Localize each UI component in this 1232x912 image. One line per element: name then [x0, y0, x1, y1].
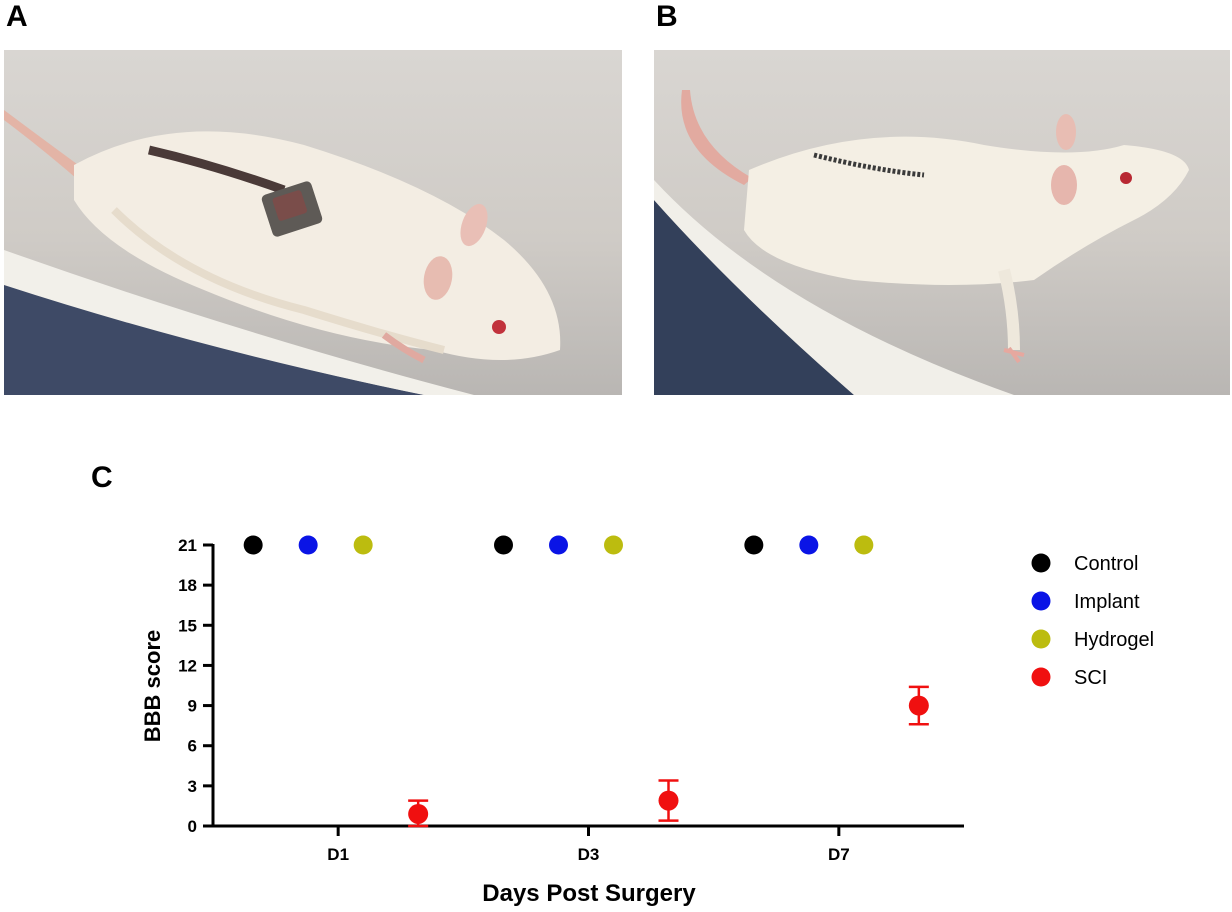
- data-point: [494, 535, 513, 555]
- legend-label: Implant: [1074, 591, 1140, 613]
- series-hydrogel: [353, 535, 874, 555]
- legend-label: Control: [1074, 553, 1138, 575]
- data-point: [243, 535, 263, 555]
- legend-item-hydrogel: Hydrogel: [1031, 629, 1154, 651]
- series-control: [243, 535, 764, 555]
- legend-label: SCI: [1074, 667, 1107, 689]
- y-tick-label: 12: [178, 656, 197, 675]
- data-point: [298, 535, 318, 555]
- rat-photo-recovered: [654, 50, 1230, 395]
- data-point: [744, 535, 764, 555]
- legend-marker: [1031, 591, 1051, 611]
- x-tick-label: D1: [327, 845, 349, 864]
- x-axis-label: Days Post Surgery: [482, 880, 696, 907]
- legend-marker: [1031, 553, 1051, 573]
- legend-item-sci: SCI: [1031, 667, 1107, 689]
- legend-item-control: Control: [1031, 553, 1138, 575]
- data-points: [243, 535, 929, 828]
- y-tick-label: 0: [188, 817, 197, 836]
- legend-marker: [1031, 667, 1051, 687]
- data-point: [604, 535, 623, 555]
- y-tick-label: 15: [178, 616, 197, 635]
- legend-label: Hydrogel: [1074, 629, 1154, 651]
- y-axis-label: BBB score: [140, 630, 165, 742]
- series-sci: [408, 685, 929, 828]
- y-axis-ticks: 0 3 6 9 12 15 18 21: [178, 536, 213, 836]
- panel-label-a: A: [6, 0, 28, 33]
- series-implant: [298, 535, 819, 555]
- x-tick-label: D3: [578, 845, 600, 864]
- chart-axes: [211, 544, 964, 828]
- data-point: [854, 535, 874, 555]
- rat-photo-implant: [4, 50, 622, 395]
- panel-label-c: C: [91, 461, 113, 494]
- data-point: [658, 790, 679, 811]
- x-tick-label: D7: [828, 845, 850, 864]
- x-axis-ticks: D1 D3 D7: [327, 826, 850, 864]
- y-tick-label: 3: [188, 777, 197, 796]
- legend-item-implant: Implant: [1031, 591, 1140, 613]
- data-point: [799, 535, 819, 555]
- y-tick-label: 18: [178, 576, 197, 595]
- data-point: [408, 803, 429, 824]
- y-tick-label: 9: [188, 697, 197, 716]
- data-point: [549, 535, 568, 555]
- data-point: [908, 695, 929, 716]
- panel-label-b: B: [656, 0, 678, 33]
- chart-legend: Control Implant Hydrogel SCI: [1031, 553, 1154, 689]
- legend-marker: [1031, 629, 1051, 649]
- y-tick-label: 21: [178, 536, 197, 555]
- y-tick-label: 6: [188, 737, 197, 756]
- data-point: [353, 535, 373, 555]
